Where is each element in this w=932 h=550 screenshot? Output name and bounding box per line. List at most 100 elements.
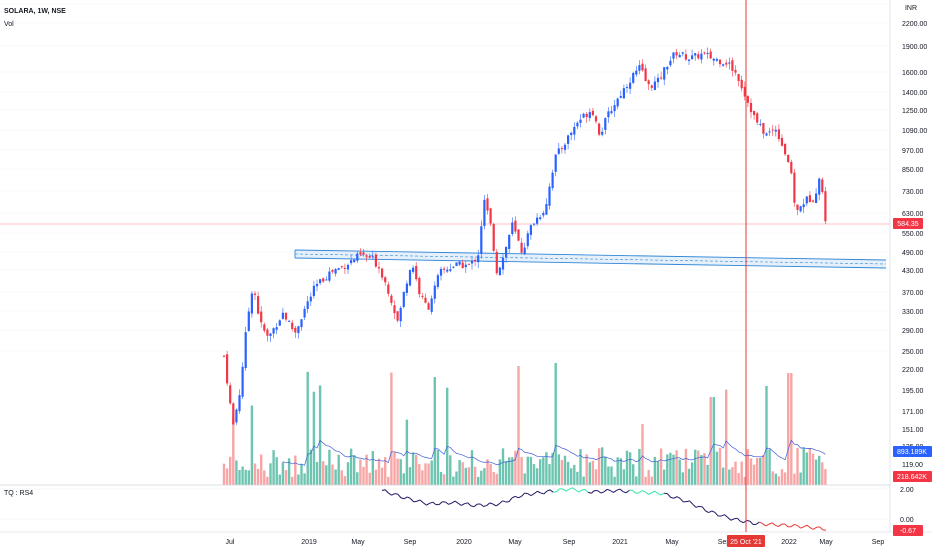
time-axis-labels[interactable]: Jul 2019 May Sep 2020 May Sep 2021 May Sep 2022 May… [226,539,885,546]
channel-top-line[interactable] [294,249,887,261]
volume-bar [796,447,799,485]
volume-bar [768,449,771,485]
candle-body [678,55,681,58]
candle-body [799,206,802,212]
candle-body [501,257,505,270]
volume-bar [225,468,229,485]
volume-bar [238,470,241,485]
candle-body [436,275,439,287]
time-tick-label: 2021 [612,539,628,546]
volume-bar [439,471,443,485]
candle-body [598,123,601,135]
candle-body [483,199,486,226]
candle-body [377,267,381,269]
price-axis-labels[interactable]: 2200.00 1900.00 1600.00 1400.00 1250.00 1090.… [902,21,927,469]
rs4-segment [502,500,506,503]
volume-bar [421,470,424,485]
time-tick-label: 2022 [781,539,797,546]
rs4-segment [438,501,443,506]
candle-body [585,113,588,118]
rs4-segment [533,490,538,495]
candlesticks[interactable] [222,47,827,425]
volume-bar [746,449,750,485]
price-tick-label: 290.00 [902,328,924,335]
candle-body [563,144,567,150]
rs4-segment [397,493,402,499]
rs4-segment [448,502,452,505]
volume-bar [517,365,520,485]
volume-bar [263,470,266,485]
rs4-segment [724,514,729,518]
volume-bar [594,469,598,485]
candle-body [275,327,278,330]
candle-body [672,52,675,59]
rs4-segment [790,523,795,528]
rs4-segment [648,492,652,495]
indicator-title[interactable]: TQ : RS4 [4,490,33,497]
rs4-segment [581,488,586,491]
volume-bar [582,476,585,485]
candle-body [362,252,365,255]
volume-bar [650,476,653,485]
rs4-segment [464,502,468,505]
candle-body [350,260,353,264]
candle-body [641,63,644,71]
rs4-segment [701,506,706,512]
rs4-segment [429,501,433,504]
rs4-segment [467,502,472,507]
volume-title[interactable]: Vol [4,21,14,28]
rs4-segment [426,502,430,506]
volume-bar [805,452,808,485]
price-tick-label: 119.00 [902,462,923,469]
rs4-indicator-line [381,487,827,531]
volume-bar [554,363,557,485]
time-tick-label: 2019 [301,539,317,546]
candle-body [424,297,427,303]
volume-ma-line [282,439,826,466]
candle-body [660,77,663,79]
candle-body [284,312,288,320]
volume-bar [247,470,250,485]
candle-body [288,320,291,322]
rs4-segment [499,500,503,505]
candle-body [771,129,774,131]
candle-body [461,262,464,269]
rs4-segment [733,517,738,520]
symbol-title[interactable]: SOLARA, 1W, NSE [4,8,66,15]
rs4-segment [667,493,671,498]
candle-body [753,110,756,116]
time-tick-label: Sep [563,539,576,546]
volume-bar [486,459,489,485]
candle-body [443,268,446,270]
rs4-segment [759,521,763,525]
channel-bottom-line[interactable] [294,257,887,269]
candle-body [774,129,777,132]
volume-bar [681,472,684,485]
channel-drawing[interactable] [294,249,887,269]
volume-bar [260,454,263,485]
candle-body [613,105,616,112]
candle-body [269,333,272,337]
volume-bar [644,476,647,485]
candle-body [272,328,275,334]
volume-bar [666,454,669,485]
time-tick-label: Jul [226,539,235,546]
candle-body [802,204,805,208]
price-tick-label: 970.00 [902,148,924,155]
volume-bar [306,371,309,485]
volume-bar [545,452,548,485]
price-tick-label: 430.00 [902,268,924,275]
volume-bar [576,471,579,485]
volume-bar [480,470,483,485]
candle-body [446,269,449,272]
rs4-segment [622,491,627,494]
price-tick-label: 1600.00 [902,70,927,77]
volume-bar [718,447,722,485]
rs4-segment [492,503,497,507]
candle-body [793,172,796,203]
volume-bar [557,454,560,485]
volume-bar [362,466,365,485]
volume-bar [824,469,827,485]
candle-body [477,255,480,263]
